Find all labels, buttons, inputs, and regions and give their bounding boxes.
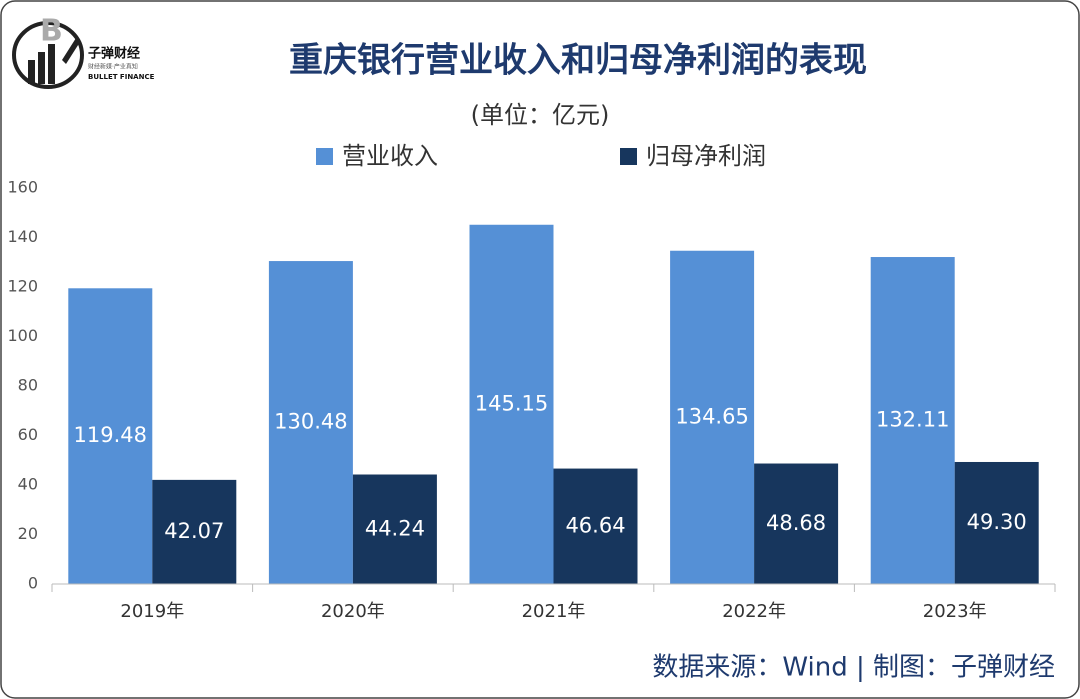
y-tick-label: 80 xyxy=(18,376,38,395)
logo-english: BULLET FINANCE xyxy=(88,73,155,81)
data-label: 44.24 xyxy=(365,516,425,540)
bar xyxy=(553,468,638,584)
legend-label: 营业收入 xyxy=(342,142,438,170)
y-tick-label: 40 xyxy=(18,475,38,494)
logo-bullet xyxy=(62,38,80,64)
source-note: 数据来源：Wind | 制图：子弹财经 xyxy=(652,653,1055,683)
y-tick-label: 140 xyxy=(7,227,38,246)
x-tick-label: 2020年 xyxy=(321,601,385,622)
legend-swatch xyxy=(620,148,637,165)
logo-name: 子弹财经 xyxy=(88,46,140,62)
x-tick-label: 2019年 xyxy=(120,601,184,622)
data-label: 42.07 xyxy=(164,519,224,543)
logo-bar xyxy=(48,44,55,84)
logo-bar xyxy=(38,52,45,84)
logo-ring xyxy=(12,21,84,89)
x-tick-label: 2023年 xyxy=(923,601,987,622)
y-tick-label: 60 xyxy=(18,425,38,444)
data-label: 49.30 xyxy=(967,510,1027,534)
y-tick-label: 0 xyxy=(28,574,38,593)
bar xyxy=(754,463,839,584)
y-tick-label: 100 xyxy=(7,326,38,345)
legend-label: 归母净利润 xyxy=(646,142,766,170)
logo-tagline: 财经新媒·产业真知 xyxy=(88,63,138,71)
x-tick-label: 2022年 xyxy=(722,601,786,622)
logo-bar xyxy=(28,60,35,84)
bar xyxy=(352,474,437,584)
data-label: 134.65 xyxy=(675,404,748,428)
data-label: 130.48 xyxy=(274,410,347,434)
data-label: 46.64 xyxy=(565,513,625,537)
y-tick-label: 120 xyxy=(7,277,38,296)
legend-swatch xyxy=(316,148,333,165)
chart-title: 重庆银行营业收入和归母净利润的表现 xyxy=(289,41,867,81)
bar xyxy=(268,261,353,584)
bar xyxy=(870,257,955,584)
y-tick-label: 20 xyxy=(18,524,38,543)
data-label: 145.15 xyxy=(475,391,548,415)
data-label: 119.48 xyxy=(74,423,147,447)
logo: B 子弹财经 财经新媒·产业真知 BULLET FINANCE xyxy=(12,14,155,89)
x-tick-label: 2021年 xyxy=(522,601,586,622)
bar xyxy=(469,224,554,584)
bar xyxy=(954,461,1039,584)
y-tick-label: 160 xyxy=(7,178,38,197)
data-label: 48.68 xyxy=(766,511,826,535)
bar xyxy=(68,288,153,584)
chart-subtitle: (单位：亿元) xyxy=(471,101,610,129)
bar xyxy=(152,479,237,584)
data-label: 132.11 xyxy=(876,408,949,432)
logo-b: B xyxy=(40,14,63,49)
bar xyxy=(670,250,755,584)
